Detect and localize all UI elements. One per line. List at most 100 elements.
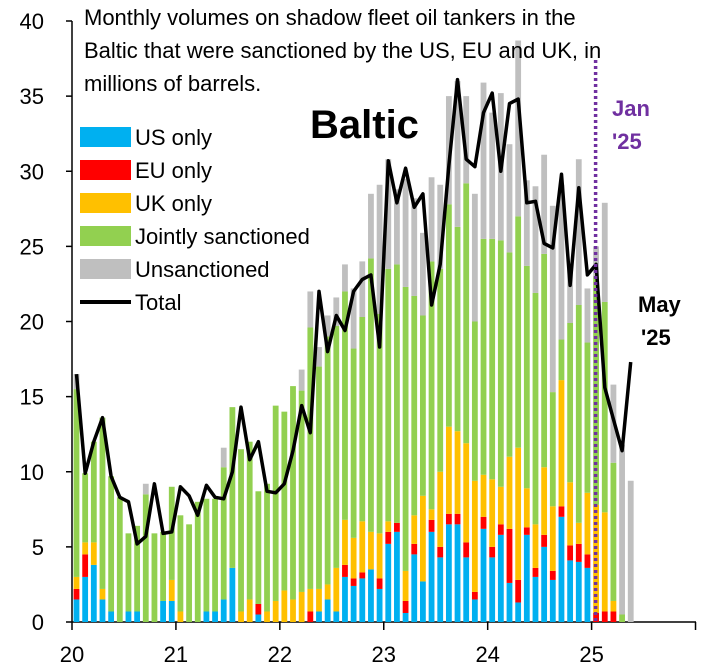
chart-subtitle: Monthly volumes on shadow fleet oil tank… (84, 5, 601, 96)
bar-segment-uk (368, 531, 374, 570)
bar-segment-unsanctioned (567, 268, 574, 324)
bar-segment-joint (203, 498, 210, 612)
x-tick-label: 24 (475, 642, 499, 667)
bar-segment-joint (134, 525, 141, 612)
bar-segment-us (368, 569, 374, 622)
legend-label-unsanctioned: Unsanctioned (135, 257, 270, 282)
bar-segment-unsanctioned (402, 178, 409, 287)
bar-segment-joint (229, 407, 236, 568)
bar-segment-unsanctioned (480, 82, 487, 239)
bar-segment-unsanctioned (359, 261, 366, 317)
bar-segment-eu (593, 612, 599, 622)
bar-segment-us (212, 611, 218, 622)
bar-segment-unsanctioned (515, 40, 522, 217)
bar-segment-us (541, 546, 548, 622)
bar-segment-unsanctioned (584, 288, 591, 343)
bar-segment-us (428, 531, 435, 622)
bar-segment-joint (73, 389, 80, 577)
jan-annotation: Jan '25 (612, 96, 650, 154)
bar-segment-eu (342, 564, 348, 577)
bar-segment-uk (168, 579, 175, 601)
bar-segment-eu (480, 516, 487, 529)
bar-segment-uk (324, 584, 331, 600)
bar-segment-us (575, 561, 582, 622)
bar-segment-uk (584, 492, 591, 555)
bar-segment-joint (264, 483, 270, 612)
y-tick-label: 5 (32, 535, 44, 560)
bar-segment-joint (142, 494, 149, 622)
legend-label-uk: UK only (135, 191, 212, 216)
bar-segment-joint (567, 323, 574, 483)
y-tick-label: 35 (20, 84, 44, 109)
bar-segment-us (82, 576, 89, 622)
bar-segment-us (489, 557, 496, 622)
bar-segment-unsanctioned (619, 444, 625, 615)
bar-segment-eu (359, 572, 366, 579)
bar-segment-joint (255, 491, 262, 604)
bar-segment-eu (376, 578, 383, 589)
bar-segment-uk (523, 488, 530, 528)
x-tick-label: 20 (60, 642, 84, 667)
bar-segment-uk (575, 522, 582, 544)
bar-segment-uk (385, 521, 392, 532)
y-tick-label: 40 (20, 9, 44, 34)
legend-swatch-us (80, 127, 131, 147)
bar-segment-unsanctioned (385, 159, 392, 269)
bar-segment-eu (549, 570, 556, 580)
bar-segment-us (532, 576, 539, 622)
legend-swatch-unsanctioned (80, 259, 131, 279)
bar-segment-joint (523, 265, 530, 489)
bar-segment-joint (238, 449, 244, 612)
bar-segment-eu (428, 519, 435, 532)
bar-segment-uk (601, 512, 608, 612)
legend-label-eu: EU only (135, 158, 212, 183)
bar-segment-uk (437, 471, 444, 547)
x-tick-label: 23 (372, 642, 396, 667)
bar-segment-us (411, 554, 418, 622)
bar-segment-joint (558, 339, 565, 381)
bar-segment-us (549, 579, 556, 622)
bar-segment-uk (463, 443, 470, 543)
bar-segment-joint (281, 411, 288, 591)
bar-segment-unsanctioned (532, 186, 539, 293)
bar-segment-uk (376, 533, 383, 579)
bar-segment-us (350, 585, 357, 622)
bar-segment-unsanctioned (558, 184, 565, 340)
x-tick-label: 22 (268, 642, 292, 667)
bar-segment-unsanctioned (333, 297, 340, 327)
bar-segment-unsanctioned (307, 291, 314, 328)
total-line-group (74, 77, 633, 546)
bar-segment-eu (307, 611, 314, 622)
bar-segment-unsanctioned (437, 184, 444, 269)
legend-swatch-eu (80, 160, 131, 180)
bar-segment-joint (290, 386, 296, 600)
bar-segment-us (480, 528, 487, 622)
legend-label-total: Total (135, 290, 181, 315)
bar-segment-uk (454, 431, 461, 514)
bar-segment-uk (99, 588, 106, 600)
bar-segment-uk (246, 599, 253, 622)
bar-segment-joint (342, 291, 348, 520)
bar-segment-unsanctioned (298, 369, 305, 391)
bar-segment-unsanctioned (394, 189, 400, 265)
may-annotation: May '25 (638, 292, 682, 350)
bar-segment-eu (523, 527, 530, 535)
bar-segment-eu (411, 543, 418, 555)
bar-segment-joint (480, 238, 487, 475)
bar-segment-joint (610, 462, 617, 601)
bar-segment-us (558, 516, 565, 622)
bar-segment-uk (298, 591, 305, 622)
bar-segment-eu (394, 522, 400, 532)
bar-segment-uk (73, 576, 80, 589)
bar-segment-eu (532, 567, 539, 577)
bar-segment-joint (307, 327, 314, 589)
bar-segment-joint (575, 304, 582, 523)
bar-segment-uk (489, 479, 496, 547)
y-tick-label: 25 (20, 234, 44, 259)
bar-segment-eu (463, 542, 470, 558)
bar-segment-joint (601, 301, 608, 513)
bar-segment-joint (82, 473, 89, 543)
bar-segment-joint (489, 238, 496, 480)
bar-segment-joint (359, 316, 366, 522)
